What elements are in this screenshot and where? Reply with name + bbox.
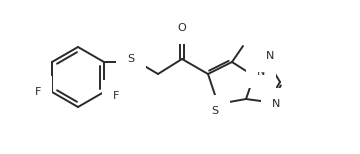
Text: N: N [266,51,274,61]
Text: S: S [211,106,219,116]
Text: F: F [113,91,119,101]
Text: N: N [272,99,280,109]
Text: F: F [35,87,41,97]
Text: S: S [127,54,135,64]
Text: N: N [257,67,265,77]
Text: O: O [177,23,186,33]
